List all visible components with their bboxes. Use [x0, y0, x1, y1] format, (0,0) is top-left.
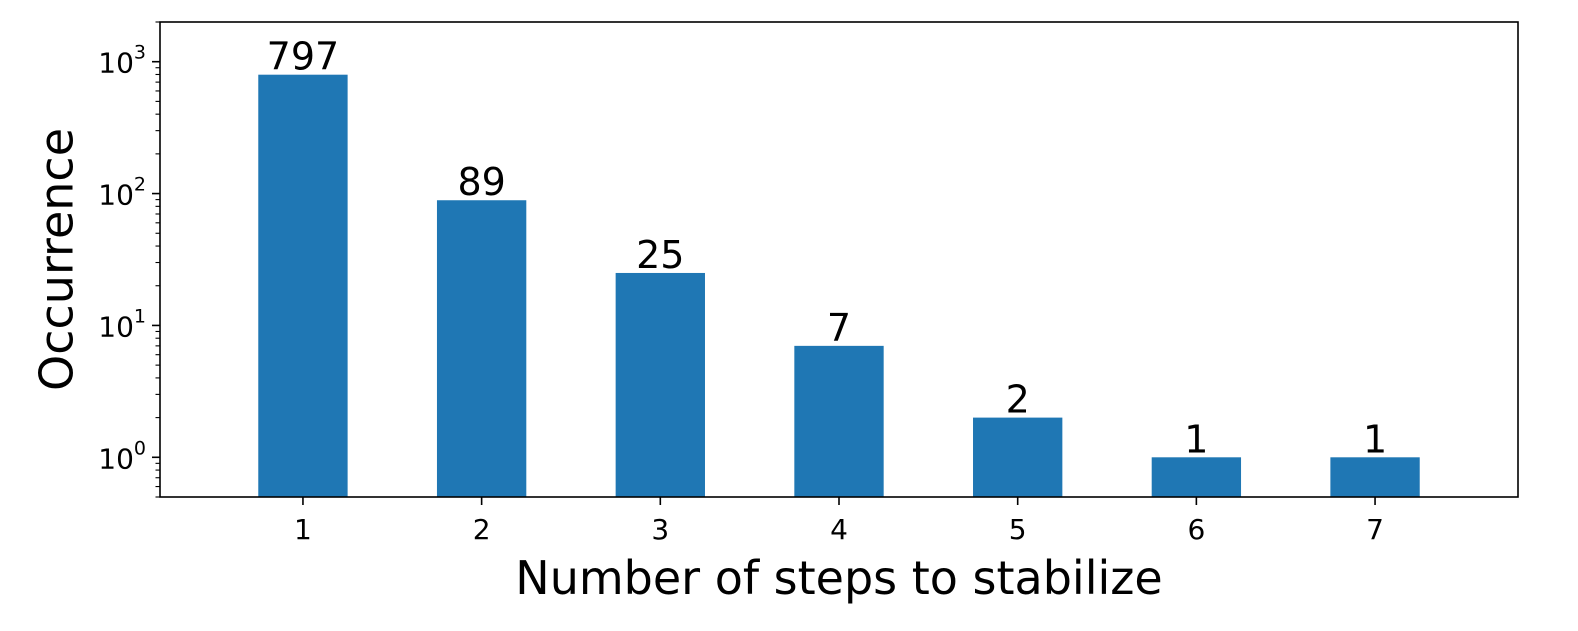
data-label-6: 1 — [1184, 417, 1208, 461]
data-label-1: 797 — [267, 35, 340, 79]
bar-7 — [1330, 457, 1420, 497]
data-label-2: 89 — [457, 160, 505, 204]
x-tick-label-5: 5 — [1009, 513, 1027, 546]
data-label-3: 25 — [636, 233, 684, 277]
x-tick-label-4: 4 — [830, 513, 848, 546]
bar-3 — [615, 272, 705, 497]
y-axis-ticks: 100 101 102 103 — [98, 21, 160, 498]
bar-2 — [436, 200, 527, 498]
data-labels-group: 797 89 25 7 2 1 1 — [267, 35, 1387, 462]
data-label-5: 2 — [1006, 378, 1030, 422]
x-axis-ticks: 1 2 3 4 5 6 7 — [294, 497, 1384, 546]
data-label-7: 1 — [1363, 417, 1387, 461]
x-tick-label-3: 3 — [651, 513, 669, 546]
x-tick-label-1: 1 — [294, 513, 312, 546]
y-axis-label: Occurrence — [30, 128, 84, 391]
y-tick-label-3: 103 — [98, 42, 146, 80]
x-tick-label-6: 6 — [1187, 513, 1205, 546]
bar-4 — [794, 345, 884, 497]
bar-6 — [1151, 457, 1242, 497]
y-tick-label-0: 100 — [98, 437, 146, 475]
data-label-4: 7 — [827, 306, 851, 350]
bars-group — [258, 74, 1420, 498]
bar-5 — [973, 417, 1063, 497]
y-tick-label-1: 101 — [98, 305, 146, 343]
x-tick-label-2: 2 — [473, 513, 491, 546]
x-axis-label: Number of steps to stabilize — [515, 551, 1162, 605]
x-tick-label-7: 7 — [1366, 513, 1384, 546]
y-tick-label-2: 102 — [98, 174, 146, 212]
bar-1 — [258, 74, 348, 498]
